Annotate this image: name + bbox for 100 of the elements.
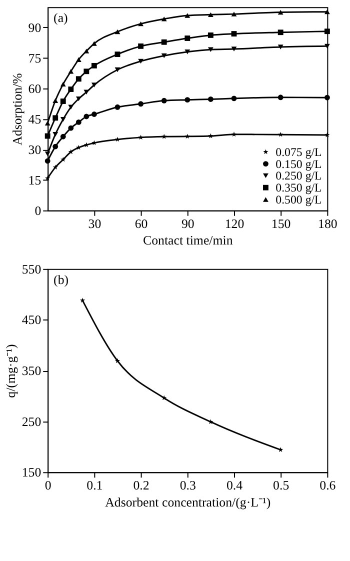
point — [68, 69, 74, 74]
y-tick-label: 60 — [28, 82, 42, 96]
point — [52, 164, 58, 170]
point — [114, 52, 120, 58]
x-tick-label: 0 — [44, 478, 52, 493]
point — [324, 44, 330, 49]
y-tick-label: 75 — [28, 51, 42, 66]
point — [44, 120, 50, 126]
point — [68, 149, 74, 154]
point — [324, 9, 330, 14]
y-tick-label: 350 — [22, 364, 42, 378]
point — [184, 97, 190, 103]
point — [76, 76, 82, 82]
point — [231, 12, 237, 16]
point — [231, 31, 237, 36]
y-axis-title: q/(mg·g⁻¹) — [4, 344, 18, 398]
point — [208, 96, 214, 102]
point — [138, 58, 144, 64]
point — [114, 29, 120, 34]
point — [324, 28, 330, 34]
x-tick-label: 0.1 — [86, 478, 103, 493]
point — [231, 46, 237, 52]
point — [324, 94, 330, 100]
point — [76, 119, 82, 125]
point — [162, 395, 167, 400]
point — [76, 96, 82, 102]
point — [208, 32, 214, 38]
point — [84, 68, 90, 74]
point — [80, 298, 86, 303]
point — [161, 53, 167, 58]
point — [231, 96, 237, 102]
point — [208, 133, 214, 138]
x-tick-label: 90 — [181, 216, 194, 231]
x-axis-title: Contact time/min — [143, 234, 234, 248]
point — [278, 10, 284, 15]
point — [52, 144, 58, 150]
point — [184, 36, 190, 41]
point — [184, 134, 190, 139]
x-tick-label: 120 — [224, 216, 244, 231]
point — [52, 115, 58, 121]
legend-label: 0.075 g/L — [276, 144, 322, 159]
x-axis-title: Adsorbent concentration/(g·L⁻¹) — [105, 495, 271, 510]
point — [114, 104, 120, 110]
y-tick-label: 150 — [22, 466, 42, 480]
point — [60, 156, 66, 162]
x-tick-label: 60 — [134, 216, 148, 231]
point — [68, 104, 74, 110]
point — [278, 94, 284, 100]
point — [161, 39, 167, 45]
point — [45, 176, 50, 180]
point — [208, 12, 214, 18]
y-tick-label: 0 — [34, 204, 42, 218]
point — [84, 48, 90, 54]
point — [208, 419, 214, 424]
point — [278, 132, 284, 137]
x-tick-label: 0.4 — [226, 478, 244, 493]
y-tick-label: 450 — [22, 313, 42, 328]
x-tick-label: 0.2 — [133, 478, 150, 493]
point — [68, 86, 74, 92]
point — [60, 98, 66, 104]
x-tick-label: 0.6 — [320, 478, 336, 493]
point — [91, 112, 97, 117]
point — [231, 132, 237, 137]
y-tick-label: 250 — [22, 414, 42, 429]
y-tick-label: 45 — [28, 112, 42, 126]
point — [161, 98, 167, 104]
point — [324, 132, 330, 138]
point — [91, 62, 97, 68]
y-axis-title: Adsorption/% — [10, 72, 24, 146]
point — [138, 134, 144, 140]
point — [44, 152, 50, 156]
point — [184, 13, 190, 18]
point — [184, 50, 190, 54]
y-tick-label: 15 — [28, 173, 42, 188]
point — [114, 67, 120, 72]
y-tick-label: 30 — [28, 142, 42, 157]
point — [44, 133, 50, 139]
point — [44, 158, 50, 164]
y-tick-label: 90 — [28, 20, 42, 35]
annotation: (b) — [54, 272, 69, 287]
point — [278, 30, 284, 36]
point — [138, 101, 144, 107]
point — [76, 57, 82, 62]
point — [138, 21, 144, 26]
x-tick-label: 0.5 — [273, 478, 290, 493]
x-tick-label: 0.3 — [180, 478, 196, 493]
point — [68, 125, 74, 131]
point — [162, 134, 167, 139]
point — [84, 114, 90, 120]
point — [208, 47, 214, 52]
point — [138, 43, 144, 49]
x-tick-label: 180 — [318, 216, 338, 231]
point — [114, 358, 120, 364]
annotation: (a) — [54, 11, 68, 26]
point — [60, 82, 66, 87]
x-tick-label: 150 — [271, 216, 291, 231]
point — [278, 44, 284, 50]
point — [60, 116, 66, 122]
point — [60, 134, 66, 140]
point — [161, 16, 167, 22]
